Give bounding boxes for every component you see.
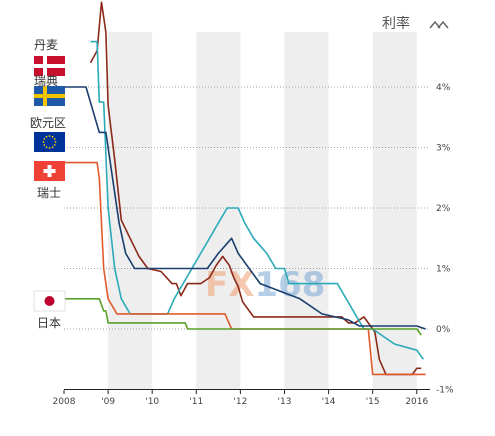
chart-title: 利率 <box>382 15 410 32</box>
legend-item-3: 瑞士 <box>34 161 65 200</box>
legend-item-1: 瑞典 <box>34 74 65 106</box>
y-tick-label-1: 3% <box>436 144 451 154</box>
collapse-icon[interactable] <box>429 20 449 29</box>
x-tick-label-1: '09 <box>101 397 115 407</box>
legend-label-2: 欧元区 <box>30 116 66 130</box>
x-tick-label-7: '15 <box>366 397 380 407</box>
legend-item-2: 欧元区 <box>30 116 66 152</box>
legend-item-0: 丹麦 <box>34 38 65 76</box>
series-line-3[interactable] <box>64 161 426 376</box>
x-tick-label-0: 2008 <box>53 397 76 407</box>
eu-flag-icon <box>34 132 65 152</box>
legend-label-3: 瑞士 <box>37 186 61 200</box>
shaded-year-bands <box>108 32 417 390</box>
series-line-4[interactable] <box>64 297 422 336</box>
legend-label-1: 瑞典 <box>34 74 58 88</box>
y-tick-label-4: 0% <box>436 325 451 335</box>
series-lines <box>64 1 426 376</box>
x-tick-label-3: '11 <box>189 397 203 407</box>
y-tick-label-0: 4% <box>436 83 451 93</box>
x-tick-label-6: '14 <box>322 397 336 407</box>
legend-item-4: 日本 <box>33 290 66 330</box>
x-tick-label-5: '13 <box>278 397 292 407</box>
y-tick-label-5: -1% <box>436 386 454 396</box>
swiss-flag-icon <box>34 161 65 181</box>
y-axis-ticks: 4% 3% 2% 1% 0% -1% <box>436 83 454 396</box>
japan-flag-icon <box>33 290 66 312</box>
x-tick-label-4: '12 <box>233 397 247 407</box>
chart-title-group: 利率 <box>382 15 449 32</box>
x-tick-label-8: 2016 <box>405 397 428 407</box>
series-line-0[interactable] <box>89 1 422 376</box>
y-tick-label-2: 2% <box>436 204 451 214</box>
series-line-2[interactable] <box>64 86 426 330</box>
year-band-2013 <box>284 32 329 390</box>
x-tick-label-2: '10 <box>145 397 159 407</box>
year-band-2009 <box>108 32 153 390</box>
y-tick-label-3: 1% <box>436 265 451 275</box>
denmark-flag-icon <box>34 56 65 76</box>
year-band-2015 <box>372 32 417 390</box>
legend-label-4: 日本 <box>37 316 61 330</box>
series-line-1[interactable] <box>90 40 425 360</box>
legend-label-0: 丹麦 <box>34 38 58 52</box>
year-band-2011 <box>196 32 241 390</box>
x-axis-ticks: 2008 '09 '10 '11 '12 '13 '14 '15 2016 <box>53 390 428 407</box>
sweden-flag-icon <box>34 86 65 106</box>
